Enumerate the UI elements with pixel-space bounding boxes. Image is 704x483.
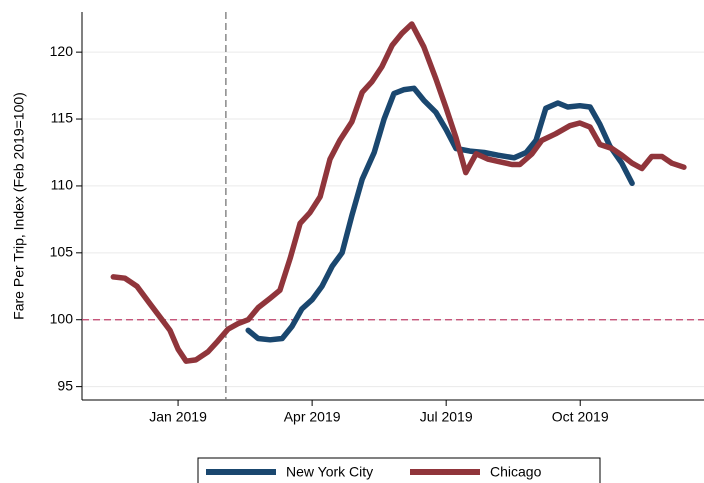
x-tick-label: Jul 2019 (420, 409, 473, 425)
y-tick-label: 110 (51, 177, 74, 193)
x-tick-label: Apr 2019 (284, 409, 341, 425)
y-tick-label: 120 (50, 43, 74, 59)
line-series (245, 85, 635, 343)
line-series (110, 21, 687, 364)
legend-marker (442, 469, 448, 475)
y-tick-label: 105 (50, 244, 74, 260)
legend-marker (238, 469, 244, 475)
y-axis-label: Fare Per Trip, Index (Feb 2019=100) (11, 92, 27, 320)
legend-label: Chicago (490, 464, 542, 480)
x-tick-label: Jan 2019 (149, 409, 207, 425)
y-tick-label: 115 (51, 110, 74, 126)
x-tick-label: Oct 2019 (552, 409, 609, 425)
y-tick-label: 100 (50, 310, 74, 326)
y-tick-label: 95 (57, 377, 73, 393)
legend-label: New York City (286, 464, 373, 480)
